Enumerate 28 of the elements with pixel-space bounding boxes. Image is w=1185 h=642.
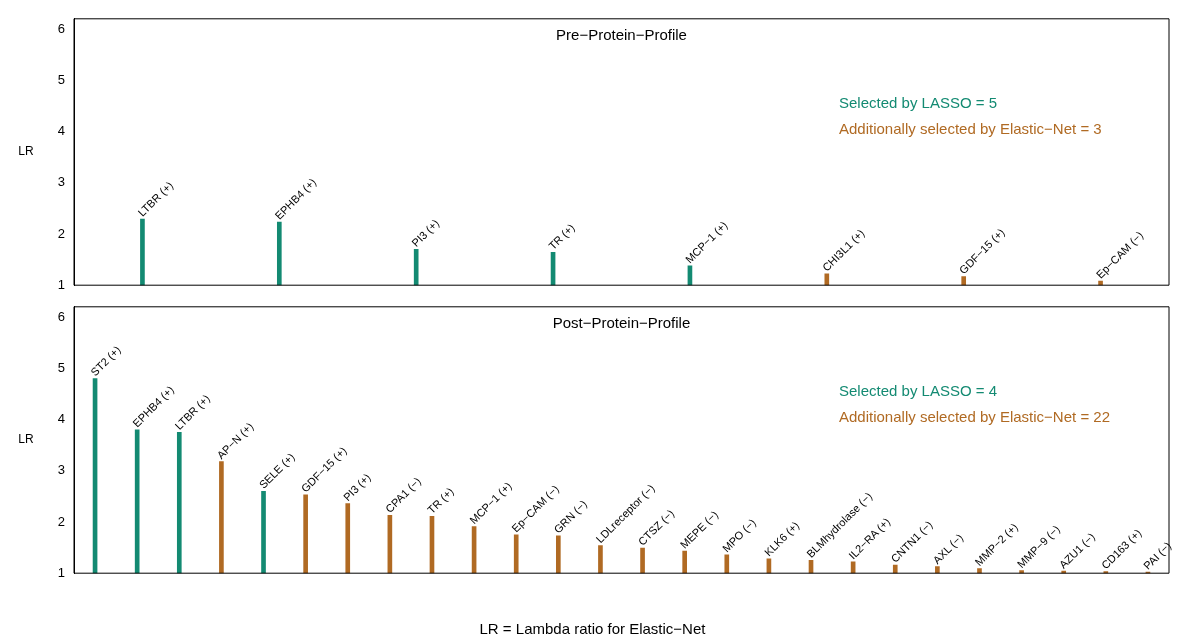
y-tick-label: 4 (57, 411, 65, 427)
y-axis-title: LR (18, 432, 34, 447)
category-label: AXL (−) (930, 531, 966, 567)
y-tick-label: 5 (57, 71, 65, 87)
y-tick-label: 6 (57, 20, 65, 36)
category-label: PI3 (+) (409, 216, 442, 249)
text: LR = Lambda ratio for Elastic−Net (478, 620, 707, 637)
y-tick-label: 3 (57, 174, 65, 190)
y-tick-label: 1 (57, 564, 65, 580)
category-label: ST2 (+) (88, 343, 123, 379)
text: Additionally selected by Elastic−Net = 22 (839, 408, 1110, 426)
y-tick-label: 3 (57, 462, 65, 478)
category-label: PAI (−) (1141, 539, 1174, 572)
y-axis-title: LR (18, 144, 34, 159)
y-tick-label: 2 (57, 513, 65, 529)
text: Selected by LASSO = 5 (839, 94, 998, 112)
y-tick-label: 2 (57, 225, 65, 241)
text: Post−Protein−Profile (552, 314, 691, 332)
category-label: PI3 (+) (340, 471, 373, 504)
text: Selected by LASSO = 4 (839, 382, 998, 400)
text: Additionally selected by Elastic−Net = 3 (839, 120, 1102, 138)
y-tick-label: 1 (57, 276, 65, 292)
category-label: TR (+) (546, 221, 577, 252)
text: Pre−Protein−Profile (556, 26, 687, 44)
category-label: TR (+) (425, 485, 456, 516)
y-tick-label: 5 (57, 359, 65, 375)
y-tick-label: 4 (57, 123, 65, 139)
y-tick-label: 6 (57, 308, 65, 324)
